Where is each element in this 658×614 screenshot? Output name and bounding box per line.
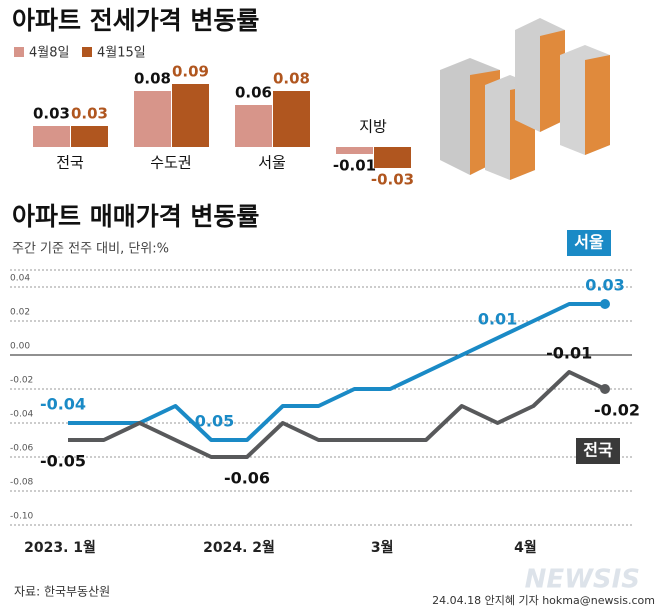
legend-swatch (82, 47, 92, 57)
bar-value-label: 0.03 (71, 105, 108, 123)
buildings (440, 18, 610, 180)
category-label: 전국 (56, 154, 84, 172)
bar (71, 126, 108, 147)
y-tick-label: -0.10 (10, 512, 34, 522)
source: 자료: 한국부동산원 (14, 585, 110, 599)
bar (273, 91, 310, 147)
bar-value-label: 0.03 (33, 105, 70, 123)
series-name-box (576, 438, 620, 464)
data-label: -0.06 (224, 469, 270, 488)
bar-value-label: 0.06 (235, 84, 272, 102)
y-tick-label: -0.06 (10, 444, 34, 454)
logo: NEWSIS (525, 565, 640, 595)
bar-title: 아파트 전세가격 변동률 (12, 6, 259, 35)
x-tick-label: 2023. 1월 (24, 539, 96, 556)
y-tick-label: 0.04 (10, 274, 30, 284)
data-label: 0.01 (478, 310, 517, 329)
data-label: 0.03 (585, 276, 624, 295)
bar (134, 91, 171, 147)
bar-value-label: 0.09 (172, 63, 209, 81)
line-title: 아파트 매매가격 변동률 (12, 202, 259, 231)
series-name: 서울 (574, 233, 604, 252)
bar-value-label: -0.03 (371, 171, 414, 189)
series-name-box (567, 230, 611, 256)
data-label: -0.04 (40, 395, 86, 414)
y-tick-label: -0.02 (10, 376, 33, 386)
bar-value-label: -0.01 (333, 157, 376, 175)
x-tick-label: 2024. 2월 (203, 539, 275, 556)
series-line (68, 370, 606, 459)
end-marker (600, 384, 610, 394)
x-tick-label: 3월 (371, 539, 394, 556)
bar (172, 84, 209, 147)
bar (336, 147, 373, 154)
legend-label: 4월8일 (29, 46, 69, 61)
legend-swatch (14, 47, 24, 57)
data-label: -0.05 (40, 452, 86, 471)
data-label: -0.02 (594, 401, 640, 420)
y-tick-label: 0.02 (10, 308, 30, 318)
end-marker (600, 299, 610, 309)
bar (235, 105, 272, 147)
series-name: 전국 (583, 441, 613, 460)
line-subtitle: 주간 기준 전주 대비, 단위:% (12, 242, 169, 257)
category-label: 수도권 (150, 154, 191, 172)
category-label: 서울 (258, 154, 286, 172)
y-tick-label: -0.08 (10, 478, 34, 488)
bar-value-label: 0.08 (273, 70, 310, 88)
y-tick-label: 0.00 (10, 342, 30, 352)
credit: 24.04.18 안지혜 기자 hokma@newsis.com (432, 594, 655, 607)
bar (33, 126, 70, 147)
data-label: -0.05 (188, 412, 234, 431)
bar (374, 147, 411, 168)
series-line (68, 302, 605, 442)
bar-value-label: 0.08 (134, 70, 171, 88)
category-label: 지방 (359, 118, 387, 136)
data-label: -0.01 (546, 344, 592, 363)
legend-label: 4월15일 (97, 46, 146, 61)
x-tick-label: 4월 (514, 539, 537, 556)
y-tick-label: -0.04 (10, 410, 34, 420)
